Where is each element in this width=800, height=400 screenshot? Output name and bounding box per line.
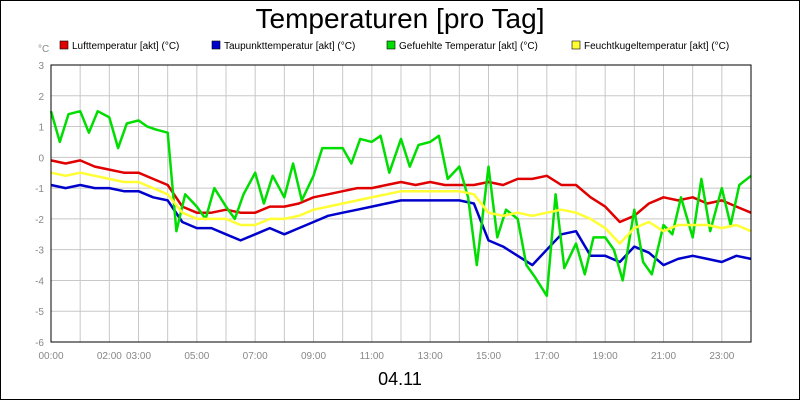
plot-area-border [50,64,752,343]
legend-swatch-2 [386,40,396,50]
legend-swatch-0 [59,40,69,50]
x-tick-label: 11:00 [360,351,385,362]
x-tick-label: 19:00 [593,351,618,362]
x-axis-ticks: 00:00 02:00 03:00 05:00 07:00 09:00 11:00 13:00… [38,351,734,362]
legend-swatch-1 [211,40,221,50]
x-tick-label: 21:00 [651,351,676,362]
legend-label-1: Taupunkttemperatur [akt] (°C) [224,41,355,52]
x-tick-label: 00:00 [38,351,63,362]
y-tick-label: -5 [35,307,44,318]
x-tick-label: 02:00 [97,351,122,362]
legend-label-0: Lufttemperatur [akt] (°C) [72,41,179,52]
legend-label-2: Gefuehlte Temperatur [akt] (°C) [399,41,538,52]
series-line-3 [50,171,752,245]
x-tick-label: 15:00 [476,351,501,362]
y-tick-label: -2 [35,215,44,226]
legend-label-3: Feuchtkugeltemperatur [akt] (°C) [584,41,729,52]
y-tick-label: -1 [35,184,44,195]
y-tick-label: 3 [38,61,44,72]
series-lines [49,109,752,298]
x-tick-label: 23:00 [709,351,734,362]
chart-title: Temperaturen [pro Tag] [255,3,545,34]
x-tick-label: 17:00 [534,351,559,362]
y-tick-label: 2 [38,92,44,103]
legend: Lufttemperatur [akt] (°C) Taupunkttempera… [59,40,729,52]
x-tick-label: 09:00 [301,351,326,362]
y-axis-ticks: 3 2 1 0 -1 -2 -3 -4 -5 -6 [35,61,44,349]
y-tick-label: -3 [35,246,44,257]
x-tick-label: 13:00 [418,351,443,362]
y-tick-label: 0 [38,153,44,164]
series-line-2 [49,109,752,298]
legend-swatch-3 [571,40,581,50]
grid [50,64,752,343]
x-tick-label: 05:00 [184,351,209,362]
x-tick-label: 03:00 [126,351,151,362]
y-tick-label: 1 [38,123,44,134]
y-tick-label: -4 [35,276,44,287]
y-axis-unit: °C [38,44,49,55]
series-line-1 [50,183,752,267]
x-tick-label: 07:00 [243,351,268,362]
date-label: 04.11 [378,369,422,389]
y-tick-label: -6 [35,338,44,349]
